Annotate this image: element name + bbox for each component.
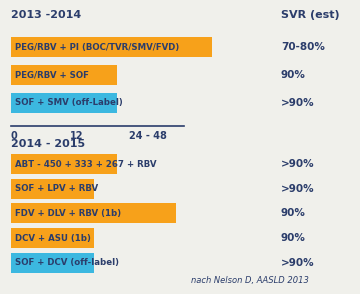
Text: >90%: >90% [281,159,314,169]
Text: >90%: >90% [281,98,314,108]
Bar [11,179,94,199]
Text: >90%: >90% [281,184,314,194]
Text: SOF + DCV (off-label): SOF + DCV (off-label) [15,258,119,267]
Text: 12: 12 [70,131,84,141]
Bar [11,253,94,273]
Bar [11,154,117,174]
Text: FDV + DLV + RBV (1b): FDV + DLV + RBV (1b) [15,209,121,218]
Text: SVR (est): SVR (est) [281,10,339,20]
Text: 24 - 48: 24 - 48 [129,131,167,141]
Text: SOF + SMV (off-Label): SOF + SMV (off-Label) [15,98,123,107]
Text: 90%: 90% [281,70,306,80]
Text: 90%: 90% [281,208,306,218]
Bar [11,65,117,85]
Text: nach Nelson D, AASLD 2013: nach Nelson D, AASLD 2013 [191,276,309,285]
Bar [11,203,176,223]
Text: SOF + LPV + RBV: SOF + LPV + RBV [15,184,98,193]
Bar [11,228,94,248]
Text: 0: 0 [11,131,18,141]
Text: ABT - 450 + 333 + 267 + RBV: ABT - 450 + 333 + 267 + RBV [15,160,157,168]
Text: PEG/RBV + SOF: PEG/RBV + SOF [15,71,89,79]
Text: DCV + ASU (1b): DCV + ASU (1b) [15,234,91,243]
Bar [11,37,212,57]
Bar [11,93,117,113]
Text: 90%: 90% [281,233,306,243]
Text: 70-80%: 70-80% [281,42,325,52]
Text: 2014 - 2015: 2014 - 2015 [11,139,85,149]
Text: 2013 -2014: 2013 -2014 [11,10,81,20]
Text: PEG/RBV + PI (BOC/TVR/SMV/FVD): PEG/RBV + PI (BOC/TVR/SMV/FVD) [15,43,179,51]
Text: >90%: >90% [281,258,314,268]
